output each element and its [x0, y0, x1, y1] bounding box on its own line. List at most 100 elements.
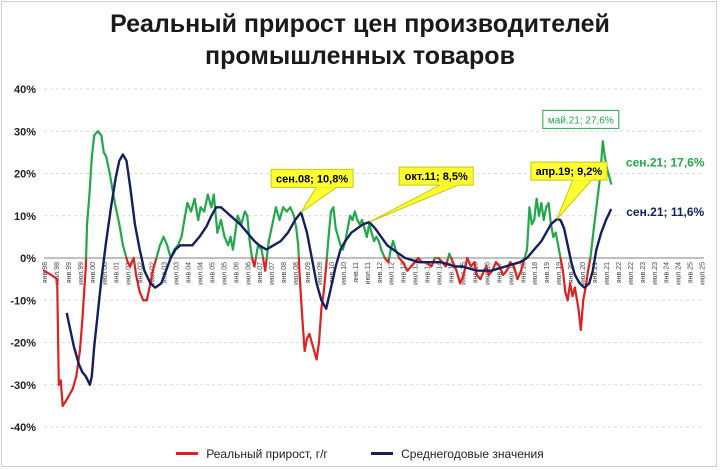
- y-tick-label: -10%: [10, 295, 36, 307]
- x-tick-label: июл.05: [221, 262, 228, 285]
- real-growth-segment: [466, 256, 472, 268]
- real-growth-segment: [162, 235, 169, 247]
- legend: Реальный прирост, г/г Среднегодовые знач…: [0, 444, 720, 461]
- real-growth-segment: [193, 197, 200, 222]
- x-tick-label: июл.24: [676, 262, 683, 285]
- x-tick-label: июл.07: [269, 262, 276, 285]
- annotation-label: сен.21; 17,6%: [626, 156, 705, 170]
- real-growth-segment: [88, 155, 93, 196]
- real-growth-segment: [573, 286, 580, 310]
- real-growth-segment: [114, 206, 121, 226]
- real-growth-segment: [248, 240, 254, 260]
- real-growth-segment: [183, 201, 189, 217]
- y-tick-label: 20%: [14, 169, 36, 181]
- x-tick-label: янв.00: [90, 262, 97, 283]
- real-growth-segment: [554, 231, 560, 247]
- annotation-pointer: [368, 184, 459, 223]
- x-tick-label: июл.21: [604, 262, 611, 285]
- real-growth-segment: [542, 206, 548, 222]
- legend-swatch-navy: [371, 452, 394, 455]
- annotation-label: май.21; 27,6%: [548, 115, 614, 126]
- x-tick-label: янв.19: [544, 262, 551, 283]
- real-growth-segment: [149, 269, 154, 285]
- x-tick-label: июл.11: [365, 262, 372, 284]
- real-growth-segment: [118, 223, 125, 247]
- x-tick-label: янв.10: [329, 262, 336, 283]
- annotation-label: сен.08; 10,8%: [276, 173, 348, 185]
- x-tick-label: июл.14: [437, 262, 444, 285]
- real-growth-segment: [59, 379, 64, 407]
- real-growth-segment: [197, 206, 202, 222]
- real-growth-segment: [582, 286, 587, 302]
- real-growth-segment: [138, 290, 145, 302]
- real-growth-segment: [353, 210, 359, 222]
- real-growth-segment: [368, 223, 373, 234]
- real-growth-segment: [234, 214, 239, 234]
- real-growth-segment: [42, 269, 53, 276]
- real-growth-segment: [155, 244, 162, 260]
- real-growth-segment: [608, 176, 613, 185]
- legend-label-average: Среднегодовые значения: [401, 446, 544, 461]
- x-tick-label: янв.11: [353, 262, 360, 283]
- real-growth-segment: [176, 235, 183, 247]
- annotation-box: [270, 168, 354, 188]
- real-growth-segment: [595, 176, 602, 209]
- real-growth-segment: [90, 134, 96, 158]
- real-growth-segment: [297, 256, 301, 281]
- real-growth-segment: [219, 218, 226, 238]
- x-tick-label: июл.06: [245, 262, 252, 285]
- x-tick-label: янв.12: [377, 262, 384, 283]
- real-growth-segment: [327, 210, 333, 238]
- real-growth-segment: [132, 256, 138, 276]
- real-growth-segment: [303, 337, 309, 353]
- real-growth-segment: [151, 256, 158, 272]
- real-growth-segment: [586, 256, 592, 272]
- real-growth-segment: [444, 256, 450, 268]
- real-growth-segment: [264, 256, 268, 272]
- real-growth-segment: [254, 244, 260, 260]
- x-tick-label: янв.01: [114, 262, 121, 283]
- real-growth-segment: [516, 269, 523, 281]
- real-growth-segment: [121, 244, 128, 260]
- x-tick-label: июл.99: [78, 262, 85, 285]
- annotation-label: апр.19; 9,2%: [536, 166, 603, 178]
- real-growth-segment: [561, 269, 567, 293]
- x-tick-label: июл.22: [628, 262, 635, 285]
- x-tick-label: янв.99: [66, 262, 73, 283]
- real-growth-segment: [346, 214, 352, 230]
- annotation-box: [542, 109, 620, 129]
- real-growth-segment: [337, 235, 342, 247]
- legend-item-average: Среднегодовые значения: [371, 447, 544, 461]
- real-growth-segment: [278, 206, 285, 222]
- x-tick-label: июл.25: [700, 262, 707, 285]
- y-tick-label: -40%: [10, 422, 36, 434]
- x-tick-label: июл.01: [126, 262, 133, 285]
- real-growth-segment: [301, 316, 306, 353]
- x-tick-label: июл.13: [413, 262, 420, 285]
- real-growth-segment: [56, 278, 60, 386]
- x-tick-label: июл.98: [54, 262, 61, 285]
- x-tick-label: янв.02: [138, 262, 145, 283]
- real-growth-segment: [512, 265, 519, 281]
- x-tick-label: июл.08: [293, 262, 300, 285]
- real-growth-segment: [78, 320, 84, 353]
- x-tick-label: янв.14: [425, 262, 432, 283]
- real-growth-segment: [267, 223, 274, 243]
- real-growth-segment: [525, 206, 531, 251]
- real-growth-segment: [528, 206, 533, 226]
- real-growth-segment: [392, 240, 397, 251]
- real-growth-segment: [50, 273, 59, 281]
- real-growth-segment: [519, 261, 525, 272]
- real-growth-segment: [81, 290, 86, 323]
- legend-label-real-growth: Реальный прирост, г/г: [206, 446, 328, 461]
- real-growth-segment: [180, 214, 187, 238]
- real-growth-segment: [601, 140, 606, 158]
- x-tick-label: янв.15: [449, 262, 456, 283]
- y-tick-label: 30%: [14, 126, 36, 138]
- x-tick-label: янв.17: [496, 262, 503, 283]
- real-growth-segment: [591, 206, 598, 238]
- real-growth-segment: [458, 273, 465, 285]
- x-tick-label: июл.18: [532, 262, 539, 285]
- x-tick-label: янв.18: [520, 262, 527, 283]
- x-tick-label: янв.25: [688, 262, 695, 283]
